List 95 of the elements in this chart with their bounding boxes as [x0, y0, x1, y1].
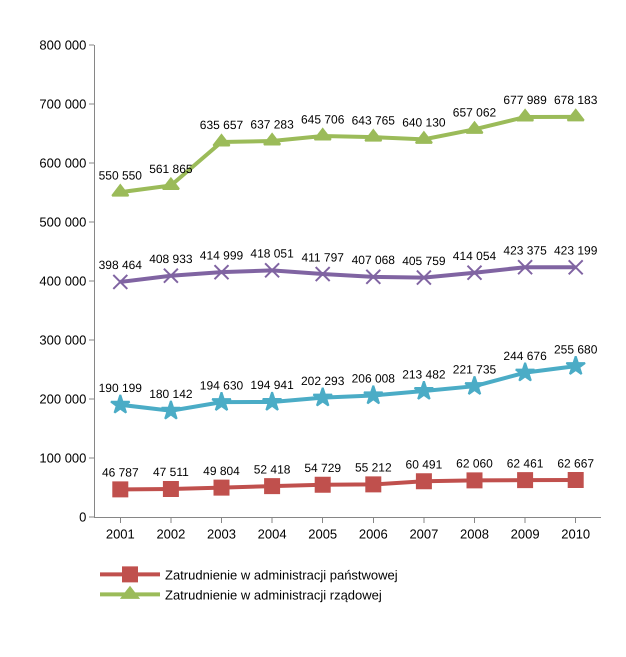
point: [162, 480, 179, 497]
data-label: 550 550: [98, 168, 142, 182]
data-label: 213 482: [402, 367, 446, 382]
data-label: 60 491: [406, 458, 443, 472]
y-tick-label: 0: [79, 510, 86, 525]
point: [517, 472, 534, 488]
data-label: 47 511: [152, 465, 190, 480]
data-label: 206 008: [352, 372, 396, 386]
data-label: 678 183: [554, 93, 598, 108]
data-label: 657 062: [452, 106, 497, 120]
point: [112, 274, 128, 290]
data-label: 221 735: [452, 362, 497, 376]
point: [365, 268, 382, 285]
data-label: 244 676: [503, 348, 548, 363]
data-label: 190 199: [98, 381, 142, 396]
data-label: 180 142: [149, 386, 193, 401]
point: [414, 380, 434, 400]
point: [466, 472, 482, 488]
point: [110, 394, 131, 414]
x-tick-label: 2003: [207, 526, 236, 542]
point: [416, 270, 432, 286]
point: [414, 131, 433, 144]
y-tick-label: 600 000: [39, 156, 86, 171]
data-label: 423 375: [503, 243, 548, 258]
point: [264, 478, 280, 494]
data-label: 194 941: [250, 378, 294, 392]
point: [262, 391, 282, 411]
data-label: 643 765: [352, 113, 396, 128]
point: [514, 362, 536, 382]
point: [365, 476, 382, 492]
data-label: 54 729: [304, 460, 342, 475]
x-tick-label: 2004: [258, 526, 287, 542]
point: [568, 472, 584, 488]
legend-label: Zatrudnienie w administracji państwowej: [165, 568, 398, 582]
x-tick-label: 2006: [358, 526, 388, 542]
data-label: 398 464: [98, 258, 142, 272]
data-label: 640 130: [402, 116, 446, 130]
data-label: 62 060: [456, 456, 494, 471]
point: [566, 108, 585, 122]
data-label: 194 630: [200, 378, 244, 392]
data-label: 635 657: [200, 118, 244, 132]
legend-label: Zatrudnienie w administracji rządowej: [165, 587, 382, 602]
point: [312, 386, 334, 407]
point: [364, 129, 382, 142]
x-tick-label: 2009: [510, 526, 540, 542]
x-tick-label: 2010: [561, 526, 590, 542]
data-label: 677 989: [503, 93, 548, 108]
point: [160, 400, 182, 420]
y-tick-label: 800 000: [39, 38, 86, 53]
data-label: 414 999: [200, 248, 244, 262]
point: [162, 268, 179, 284]
data-label: 202 293: [301, 374, 345, 388]
point: [516, 108, 534, 122]
point: [416, 473, 432, 490]
y-tick-label: 100 000: [39, 450, 86, 466]
point: [112, 481, 128, 498]
data-label: 418 051: [250, 246, 294, 261]
data-label: 407 068: [352, 253, 396, 268]
y-tick-label: 700 000: [39, 96, 86, 112]
point: [314, 266, 331, 282]
point: [362, 384, 384, 404]
x-tick-label: 2001: [106, 526, 135, 542]
data-label: 62 667: [557, 456, 594, 470]
data-label: 55 212: [354, 460, 392, 475]
data-label: 414 054: [452, 248, 497, 263]
x-tick-label: 2005: [308, 526, 338, 542]
point: [214, 480, 230, 496]
data-label: 637 283: [250, 117, 294, 132]
point: [211, 391, 232, 412]
x-tick-label: 2008: [460, 526, 489, 542]
y-tick-label: 200 000: [39, 392, 86, 407]
point: [214, 264, 230, 280]
point: [517, 259, 534, 276]
data-label: 408 933: [149, 252, 193, 266]
data-label: 49 804: [203, 464, 240, 478]
point: [568, 259, 584, 276]
x-tick-label: 2007: [409, 526, 438, 542]
data-label: 423 199: [554, 244, 598, 258]
data-label: 46 787: [102, 466, 139, 480]
point: [314, 128, 332, 141]
data-label: 255 680: [554, 342, 598, 356]
data-label: 411 797: [301, 250, 344, 264]
data-label: 62 461: [506, 456, 544, 470]
data-label: 52 418: [254, 462, 291, 476]
point: [111, 184, 130, 197]
data-label: 645 706: [301, 112, 345, 126]
point: [565, 355, 586, 376]
data-label: 405 759: [402, 254, 446, 268]
x-tick-label: 2002: [156, 526, 186, 542]
point: [314, 476, 331, 493]
point: [466, 264, 482, 281]
point: [264, 262, 280, 278]
y-tick-label: 300 000: [39, 332, 86, 348]
y-tick-label: 400 000: [39, 274, 86, 289]
y-tick-label: 500 000: [39, 214, 86, 230]
